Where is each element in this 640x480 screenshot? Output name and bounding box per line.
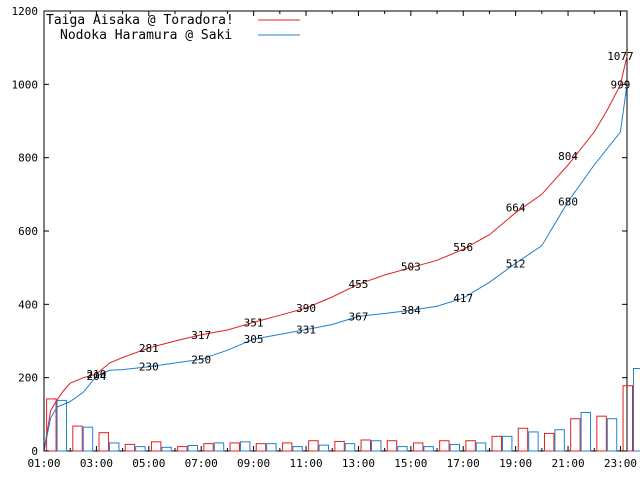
x-tick-label: 21:00 — [551, 457, 584, 470]
hourly-bar — [360, 439, 371, 452]
hourly-bar — [203, 443, 214, 452]
hourly-bars — [46, 368, 640, 452]
hourly-bar — [98, 432, 109, 452]
y-tick-label: 800 — [18, 152, 38, 165]
x-tick-label: 19:00 — [499, 457, 532, 470]
hourly-bar — [135, 446, 146, 452]
hourly-bar — [255, 443, 267, 452]
data-label: 556 — [453, 241, 473, 254]
series-line — [43, 55, 628, 452]
data-label: 512 — [506, 257, 526, 270]
hourly-bar — [229, 442, 240, 452]
data-label: 317 — [191, 329, 211, 342]
data-label: 455 — [348, 278, 368, 291]
x-tick-label: 15:00 — [394, 457, 427, 470]
y-tick-label: 200 — [18, 372, 38, 385]
hourly-bar — [318, 444, 330, 452]
hourly-bar — [334, 440, 345, 452]
hourly-bar — [108, 442, 120, 452]
data-label: 331 — [296, 324, 316, 337]
data-label: 804 — [558, 150, 578, 163]
series-line — [43, 84, 628, 452]
hourly-bar — [465, 440, 476, 452]
hourly-bar — [370, 440, 382, 452]
data-label: 390 — [296, 302, 316, 315]
hourly-bar — [161, 446, 172, 452]
x-tick-label: 13:00 — [342, 457, 375, 470]
data-label: 417 — [453, 292, 473, 305]
hourly-bar — [570, 418, 581, 452]
data-labels: 210 281 317 351 390 455 503 556 664 804 999 1077 204… — [86, 50, 633, 383]
data-label: 1077 — [607, 50, 634, 63]
hourly-bar — [543, 432, 555, 452]
x-tick-label: 05:00 — [132, 457, 165, 470]
hourly-bar — [82, 426, 94, 452]
hourly-bar — [501, 435, 513, 452]
y-tick-label: 1200 — [12, 5, 39, 18]
hourly-bar — [124, 443, 136, 452]
hourly-bar — [439, 440, 450, 452]
data-label: 250 — [191, 353, 211, 366]
data-label: 305 — [244, 333, 264, 346]
hourly-bar — [150, 441, 162, 452]
y-tick-label: 600 — [18, 225, 38, 238]
x-tick-label: 07:00 — [185, 457, 218, 470]
x-tick-label: 01:00 — [27, 457, 60, 470]
data-label: 367 — [348, 310, 368, 323]
hourly-bar — [213, 442, 225, 452]
hourly-bar — [397, 446, 408, 452]
data-label: 680 — [558, 196, 578, 209]
hourly-bar — [606, 418, 618, 452]
x-tick-label: 17:00 — [447, 457, 480, 470]
hourly-bar — [622, 385, 634, 452]
hourly-bar — [46, 398, 57, 452]
hourly-bar — [580, 412, 592, 452]
legend: Taiga Aisaka @ Toradora! Nodoka Haramura… — [46, 13, 300, 43]
hourly-bar — [412, 442, 424, 452]
data-label: 351 — [244, 316, 264, 329]
hourly-bar — [633, 368, 640, 452]
data-label: 281 — [139, 342, 159, 355]
legend-label-nodoka: Nodoka Haramura @ Saki — [60, 28, 232, 43]
data-label: 210 — [86, 368, 106, 381]
hourly-bar — [449, 443, 461, 452]
hourly-bar — [72, 425, 83, 452]
hourly-bar — [281, 442, 293, 452]
data-label: 664 — [506, 202, 526, 215]
hourly-bar — [177, 446, 188, 452]
cumulative-lines — [43, 55, 628, 452]
hourly-bar — [308, 440, 319, 452]
hourly-bar — [292, 446, 303, 452]
hourly-bar — [56, 399, 67, 452]
hourly-bar — [517, 427, 529, 452]
x-tick-label: 23:00 — [604, 457, 637, 470]
hourly-bar — [423, 446, 434, 452]
y-tick-label: 400 — [18, 298, 38, 311]
y-tick-label: 0 — [31, 445, 38, 458]
data-label: 503 — [401, 261, 421, 274]
hourly-bar — [475, 442, 487, 452]
data-label: 204 — [86, 370, 106, 383]
data-label: 230 — [139, 361, 159, 374]
hourly-bar — [528, 431, 539, 452]
y-axis: 0 200 400 600 800 1000 1200 — [12, 5, 627, 458]
x-axis: 01:00 03:00 05:00 07:00 09:00 11:00 13:00 15:00… — [27, 11, 637, 470]
hourly-bar — [344, 443, 356, 452]
hourly-bar — [596, 415, 607, 452]
hourly-bar — [491, 435, 502, 452]
data-label: 384 — [401, 304, 421, 317]
hourly-bar — [187, 445, 198, 452]
hourly-bar — [239, 441, 251, 452]
hourly-bar — [386, 440, 398, 452]
data-label: 999 — [611, 79, 631, 92]
legend-label-taiga: Taiga Aisaka @ Toradora! — [46, 13, 234, 28]
y-tick-label: 1000 — [12, 78, 39, 91]
plot-frame — [43, 10, 628, 452]
x-tick-label: 11:00 — [289, 457, 322, 470]
hourly-bar — [266, 443, 277, 452]
hourly-bar — [554, 429, 565, 452]
x-tick-label: 09:00 — [237, 457, 270, 470]
x-tick-label: 03:00 — [80, 457, 113, 470]
